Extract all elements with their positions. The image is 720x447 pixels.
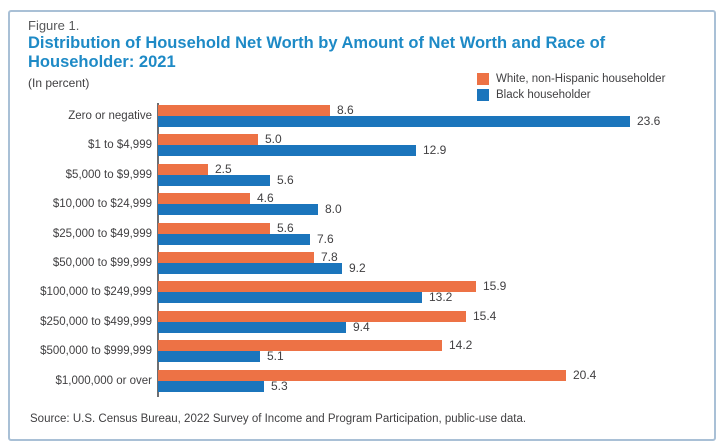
value-label: 5.6 bbox=[277, 172, 294, 187]
chart-title: Distribution of Household Net Worth by A… bbox=[28, 34, 688, 72]
bar-white-nonhispanic bbox=[158, 105, 330, 116]
category-label: $500,000 to $999,999 bbox=[40, 345, 152, 358]
value-label: 14.2 bbox=[449, 338, 473, 353]
figure-border-frame: Figure 1. Distribution of Household Net … bbox=[8, 10, 716, 441]
category-label: $1 to $4,999 bbox=[88, 139, 152, 152]
chart-title-line1: Distribution of Household Net Worth by A… bbox=[28, 34, 606, 52]
bar-white-nonhispanic bbox=[158, 163, 208, 175]
legend-label: Black householder bbox=[496, 89, 591, 101]
category-label: $1,000,000 or over bbox=[55, 374, 152, 387]
category-label: $10,000 to $24,999 bbox=[52, 198, 152, 211]
value-label: 15.4 bbox=[473, 308, 497, 323]
value-label: 15.9 bbox=[483, 279, 507, 294]
legend-label: White, non-Hispanic householder bbox=[496, 73, 666, 85]
value-label: 13.2 bbox=[429, 290, 453, 305]
chart-legend: White, non-Hispanic householder Black hou… bbox=[477, 72, 665, 102]
y-axis-line bbox=[157, 103, 159, 397]
legend-swatch-icon bbox=[477, 73, 489, 85]
source-note: Source: U.S. Census Bureau, 2022 Survey … bbox=[30, 413, 527, 425]
value-label: 2.5 bbox=[215, 161, 232, 176]
bar-black bbox=[158, 263, 342, 274]
value-label: 8.6 bbox=[337, 103, 354, 117]
bar-black bbox=[158, 116, 630, 127]
bar-black bbox=[158, 233, 310, 245]
chart-title-line2: Householder: 2021 bbox=[28, 53, 176, 71]
legend-item-white: White, non-Hispanic householder bbox=[477, 72, 665, 86]
value-label: 7.6 bbox=[317, 231, 334, 246]
category-label: $100,000 to $249,999 bbox=[40, 286, 152, 299]
category-label: $50,000 to $99,999 bbox=[52, 257, 152, 269]
plot-area: Zero or negative 8.6 23.6 $1 to $4,999 5.0 12… bbox=[10, 12, 710, 435]
bar-black bbox=[158, 351, 260, 363]
bar-white-nonhispanic bbox=[158, 369, 566, 381]
value-label: 7.8 bbox=[321, 250, 338, 264]
value-label: 5.0 bbox=[265, 132, 282, 147]
bar-black bbox=[158, 174, 270, 186]
value-label: 5.1 bbox=[267, 349, 284, 364]
legend-swatch-icon bbox=[477, 89, 489, 101]
category-label: $25,000 to $49,999 bbox=[52, 227, 152, 240]
value-label: 8.0 bbox=[325, 202, 342, 217]
value-label: 5.6 bbox=[277, 220, 294, 235]
value-label: 9.2 bbox=[349, 261, 366, 275]
bar-black bbox=[158, 292, 422, 304]
bar-white-nonhispanic bbox=[158, 310, 466, 322]
bar-white-nonhispanic bbox=[158, 222, 270, 234]
value-label: 23.6 bbox=[637, 114, 661, 128]
value-label: 4.6 bbox=[257, 191, 274, 206]
value-label: 9.4 bbox=[353, 319, 370, 334]
value-label: 5.3 bbox=[271, 378, 288, 393]
bar-white-nonhispanic bbox=[158, 281, 476, 293]
bar-black bbox=[158, 321, 346, 333]
bar-black bbox=[158, 145, 416, 157]
bar-white-nonhispanic bbox=[158, 252, 314, 263]
bar-white-nonhispanic bbox=[158, 340, 442, 352]
chart-subtitle: (In percent) bbox=[28, 76, 90, 90]
bar-white-nonhispanic bbox=[158, 134, 258, 146]
bar-white-nonhispanic bbox=[158, 193, 250, 205]
category-label: $250,000 to $499,999 bbox=[40, 315, 152, 328]
bar-black bbox=[158, 204, 318, 216]
category-label: $5,000 to $9,999 bbox=[65, 168, 152, 181]
bar-black bbox=[158, 380, 264, 392]
legend-item-black: Black householder bbox=[477, 88, 665, 102]
value-label: 20.4 bbox=[573, 367, 597, 382]
figure-number-label: Figure 1. bbox=[28, 18, 80, 33]
value-label: 12.9 bbox=[423, 143, 447, 158]
category-label: Zero or negative bbox=[68, 110, 152, 122]
